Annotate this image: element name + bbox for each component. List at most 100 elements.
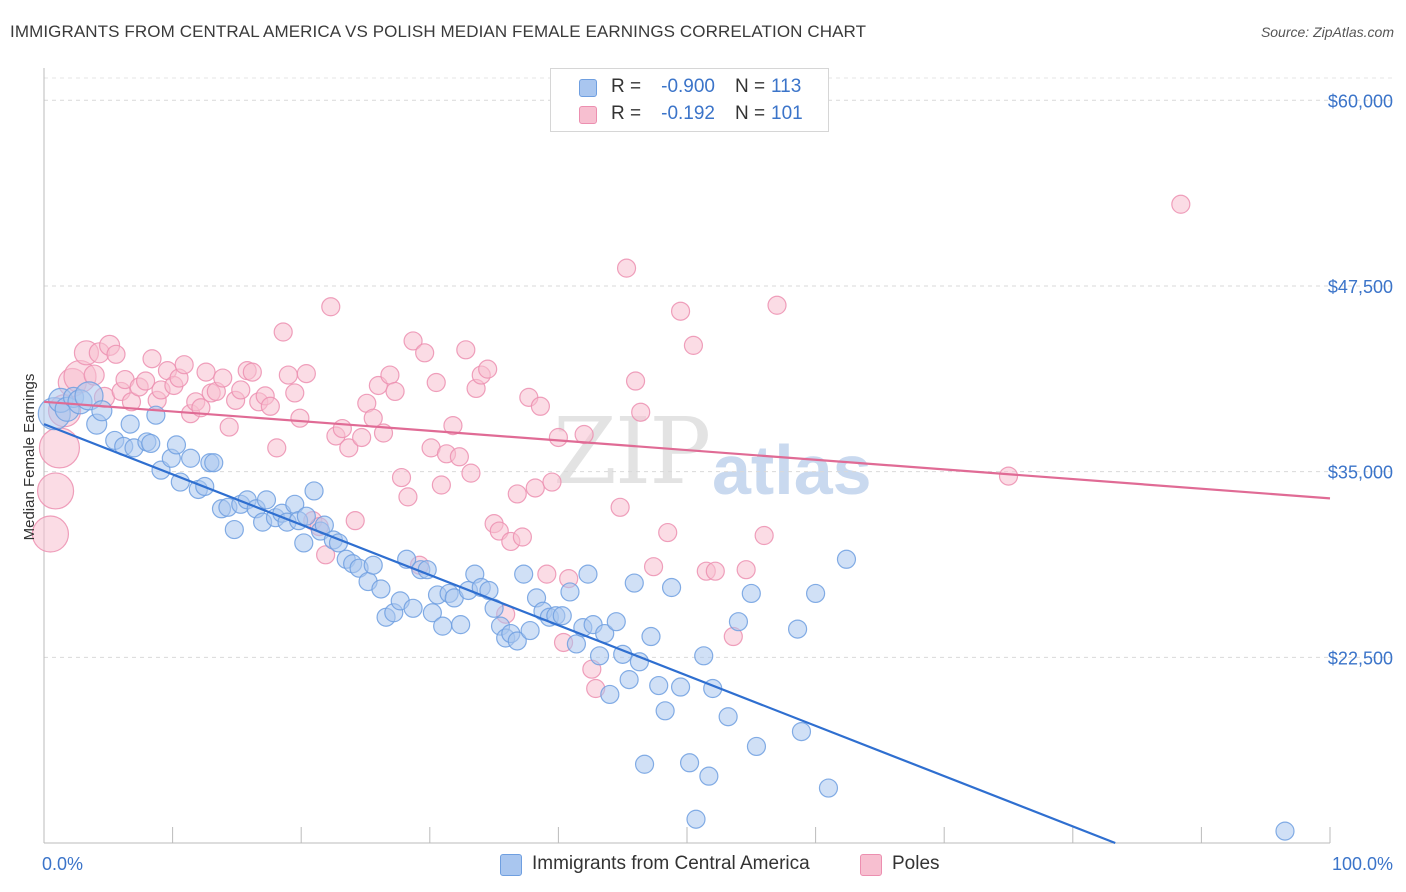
- legend-n-value: 101: [771, 103, 803, 124]
- data-point: [285, 383, 305, 403]
- data-point: [683, 335, 704, 355]
- data-point: [1275, 821, 1295, 841]
- data-point: [38, 427, 81, 469]
- data-point: [403, 331, 423, 351]
- series-legend: Immigrants from Central America Poles: [0, 852, 1406, 878]
- axes: [43, 68, 1331, 844]
- y-tick-label: $60,000: [1328, 91, 1393, 111]
- data-point: [616, 258, 637, 278]
- data-point: [304, 481, 324, 501]
- data-point: [213, 368, 233, 388]
- trend-lines: [43, 400, 1331, 845]
- trend-line: [43, 423, 1116, 845]
- data-point: [606, 612, 626, 632]
- data-point: [507, 631, 527, 651]
- data-point: [655, 701, 675, 721]
- legend-r-value: -0.900: [661, 76, 715, 97]
- y-tick-labels: $22,500 $35,000 $47,500 $60,000: [1328, 91, 1393, 668]
- data-point: [461, 463, 481, 483]
- data-point: [754, 525, 774, 546]
- data-point: [478, 359, 498, 379]
- data-point: [552, 606, 572, 626]
- x-tick-label: 100.0%: [1332, 854, 1393, 874]
- data-point: [589, 646, 610, 666]
- data-point: [548, 427, 569, 448]
- y-tick-label: $47,500: [1328, 277, 1393, 297]
- data-point: [658, 522, 678, 543]
- data-point: [391, 467, 412, 488]
- data-point: [560, 582, 580, 602]
- data-point: [142, 349, 162, 369]
- data-point: [643, 557, 664, 577]
- legend-swatch-poles: [860, 854, 882, 876]
- data-point: [836, 549, 857, 569]
- data-point: [174, 355, 194, 375]
- data-point: [530, 396, 550, 416]
- data-point: [363, 555, 383, 575]
- data-point: [718, 707, 738, 727]
- y-tick-label: $35,000: [1328, 463, 1393, 483]
- data-point: [141, 433, 161, 454]
- legend-r-value: -0.192: [661, 103, 715, 124]
- data-point: [451, 615, 471, 635]
- data-point: [634, 754, 655, 774]
- data-point: [380, 365, 400, 385]
- data-point: [736, 560, 756, 580]
- data-point: [120, 414, 140, 434]
- data-point: [619, 670, 639, 690]
- data-point: [224, 519, 244, 540]
- data-point: [290, 408, 310, 428]
- data-point: [345, 511, 365, 531]
- data-point: [805, 583, 826, 604]
- data-point: [629, 652, 650, 672]
- data-point: [542, 472, 562, 492]
- data-point: [196, 362, 216, 382]
- data-point: [296, 506, 316, 526]
- data-point: [91, 400, 113, 422]
- data-point: [578, 564, 598, 584]
- data-point: [260, 396, 280, 416]
- data-point: [121, 392, 142, 412]
- source-credit: Source: ZipAtlas.com: [1260, 24, 1394, 40]
- legend-label-poles: Poles: [892, 853, 940, 874]
- data-point: [728, 612, 749, 632]
- data-point: [385, 381, 405, 402]
- data-point: [998, 466, 1019, 486]
- data-point: [1171, 194, 1191, 214]
- data-point: [422, 603, 442, 623]
- data-point: [520, 620, 540, 641]
- data-point: [403, 598, 423, 618]
- data-point: [278, 365, 298, 385]
- data-point: [256, 490, 277, 510]
- legend-swatch-central-america: [500, 854, 522, 876]
- data-point: [610, 497, 630, 517]
- data-point: [106, 344, 126, 364]
- data-point: [791, 721, 812, 742]
- legend-r-label: R =: [611, 103, 642, 124]
- data-point: [316, 545, 336, 565]
- data-point: [267, 438, 287, 458]
- data-point: [181, 448, 201, 468]
- data-point: [787, 619, 808, 639]
- data-point: [507, 484, 527, 504]
- data-point: [514, 564, 534, 584]
- data-point: [818, 778, 839, 798]
- data-point: [641, 626, 661, 647]
- chart-title: IMMIGRANTS FROM CENTRAL AMERICA VS POLIS…: [10, 22, 867, 41]
- legend-n-value: 113: [771, 76, 802, 97]
- data-point: [135, 371, 156, 391]
- data-point: [231, 380, 251, 400]
- series-central-america: [37, 381, 1295, 841]
- data-point: [512, 527, 532, 547]
- trend-line: [43, 400, 1331, 500]
- data-point: [670, 301, 691, 321]
- data-point: [456, 340, 476, 360]
- data-point: [166, 435, 187, 455]
- data-point: [426, 372, 446, 393]
- data-point: [624, 573, 644, 593]
- data-point: [699, 766, 719, 786]
- data-point: [415, 343, 435, 363]
- data-point: [479, 580, 499, 601]
- data-point: [566, 634, 587, 654]
